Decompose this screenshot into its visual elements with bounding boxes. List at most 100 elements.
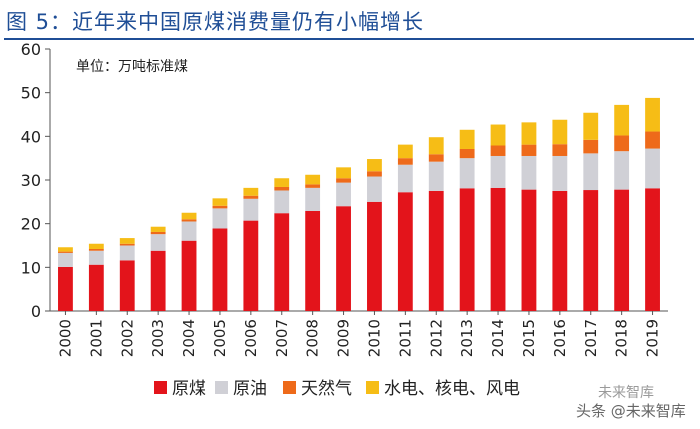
y-tick-label: 30 [21, 171, 41, 190]
chart-title: 图 5：近年来中国原煤消费量仍有小幅增长 [6, 10, 425, 34]
bar-renewable-2015 [521, 122, 537, 145]
bar-renewable-2006 [243, 187, 259, 196]
x-tick-label-2000: 2000 [56, 319, 74, 357]
x-tick-label-2015: 2015 [520, 319, 538, 357]
bar-gas-2003 [150, 231, 166, 235]
bar-stack-2006 [243, 187, 259, 311]
legend: 原煤 原油 天然气 水电、核电、风电 [154, 379, 520, 399]
bar-oil-2000 [58, 252, 73, 267]
bar-coal-2008 [305, 211, 321, 311]
bar-renewable-2011 [397, 144, 413, 159]
bar-oil-2015 [521, 155, 537, 190]
bar-coal-2017 [583, 190, 599, 311]
x-tick-label-2016: 2016 [551, 319, 569, 357]
y-tick-label: 40 [21, 127, 41, 146]
bar-gas-2005 [212, 205, 228, 209]
bar-oil-2008 [305, 187, 321, 211]
bar-gas-2007 [274, 186, 290, 191]
bar-stack-2010 [367, 159, 382, 311]
bar-renewable-2008 [305, 174, 321, 185]
y-tick-label: 60 [21, 40, 41, 59]
bar-oil-2001 [88, 250, 104, 265]
bar-coal-2004 [181, 240, 197, 311]
bar-coal-2015 [521, 189, 537, 311]
bar-coal-2007 [274, 213, 290, 311]
y-tick-label: 20 [21, 215, 41, 234]
bar-stack-2001 [88, 243, 104, 311]
bar-coal-2009 [336, 206, 351, 311]
x-tick-label-2012: 2012 [427, 319, 445, 357]
bar-coal-2002 [119, 260, 135, 311]
bar-coal-2010 [367, 201, 382, 311]
bar-gas-2018 [614, 135, 630, 152]
bar-coal-2006 [243, 220, 259, 311]
x-tick-label-2013: 2013 [458, 319, 476, 357]
bar-gas-2008 [305, 184, 321, 188]
x-tick-labels: 2000 2001 2002 2003 2004 2005 2006 2007 2008 2009… [56, 319, 661, 357]
x-tick-label-2010: 2010 [365, 319, 383, 357]
x-tick-label-2014: 2014 [489, 319, 507, 357]
bar-stack-2014 [490, 124, 506, 311]
bar-stack-2008 [305, 174, 321, 311]
bar-stack-2013 [459, 129, 475, 311]
x-tick-label-2003: 2003 [149, 319, 167, 357]
x-tick-label-2005: 2005 [211, 319, 229, 357]
bar-coal-2013 [459, 188, 475, 311]
bar-stack-2019 [645, 97, 660, 311]
bar-coal-2011 [397, 192, 413, 311]
bars [58, 97, 660, 311]
bar-coal-2001 [88, 264, 104, 311]
bar-stack-2007 [274, 178, 290, 311]
bar-oil-2011 [397, 164, 413, 193]
bar-oil-2017 [583, 153, 599, 191]
bar-stack-2012 [428, 137, 444, 311]
bar-gas-2017 [583, 139, 599, 154]
bar-stack-2005 [212, 198, 228, 311]
bar-renewable-2013 [459, 129, 475, 149]
x-tick-label-2007: 2007 [273, 319, 291, 357]
bar-gas-2004 [181, 219, 197, 222]
bar-stack-2000 [58, 247, 73, 311]
bar-oil-2012 [428, 161, 444, 191]
bar-renewable-2010 [367, 159, 382, 172]
bar-renewable-2007 [274, 178, 290, 187]
y-tick-label: 50 [21, 84, 41, 103]
watermark-logo-text: 未来智库 [598, 385, 654, 401]
bar-coal-2014 [490, 187, 506, 311]
watermark-source: 头条 @未来智库 [576, 400, 686, 421]
bar-stack-2018 [614, 104, 630, 311]
bar-coal-2012 [428, 190, 444, 311]
bar-oil-2004 [181, 221, 197, 241]
bar-coal-2005 [212, 228, 228, 311]
bar-renewable-2000 [58, 247, 73, 252]
y-tick-label: 10 [21, 258, 41, 277]
x-tick-label-2019: 2019 [644, 319, 662, 357]
bar-stack-2004 [181, 212, 197, 311]
legend-swatch-renewable [366, 381, 379, 394]
bar-renewable-2001 [88, 243, 104, 249]
bar-coal-2016 [552, 190, 568, 311]
y-tick-label: 0 [31, 302, 41, 321]
bar-renewable-2017 [583, 112, 599, 140]
bar-stack-2011 [397, 144, 413, 311]
x-tick-label-2004: 2004 [180, 319, 198, 357]
unit-label: 单位：万吨标准煤 [76, 59, 188, 75]
bar-oil-2010 [367, 176, 382, 202]
legend-label-renewable: 水电、核电、风电 [384, 379, 520, 399]
bar-oil-2005 [212, 208, 228, 229]
bar-gas-2019 [645, 131, 660, 149]
bar-oil-2014 [490, 155, 506, 188]
bar-gas-2006 [243, 195, 259, 199]
bar-renewable-2005 [212, 198, 228, 206]
bar-stack-2015 [521, 122, 537, 311]
bar-renewable-2014 [490, 124, 506, 146]
bar-gas-2000 [58, 251, 73, 253]
legend-swatch-coal [154, 381, 167, 394]
legend-label-oil: 原油 [233, 379, 267, 399]
x-tick-label-2009: 2009 [335, 319, 353, 357]
bar-gas-2009 [336, 178, 351, 183]
bar-gas-2012 [428, 154, 444, 162]
bar-renewable-2018 [614, 104, 630, 136]
bar-gas-2011 [397, 158, 413, 165]
